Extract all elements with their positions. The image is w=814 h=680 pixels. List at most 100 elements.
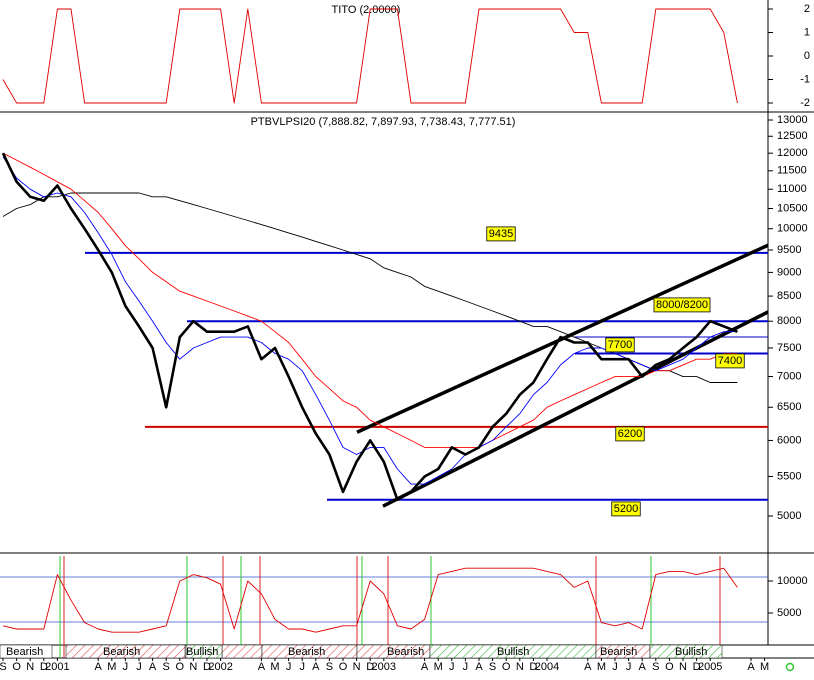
y-tick-label: 8500 [777, 290, 801, 302]
band [185, 644, 223, 659]
x-tick-label: O [665, 661, 674, 673]
x-tick-label: A [639, 661, 647, 673]
x-tick-label: J [299, 661, 305, 673]
y-tick-label: 10000 [777, 575, 808, 587]
y-tick-label: -1 [800, 73, 810, 85]
x-tick-label: S [163, 661, 170, 673]
band-label: Bearish [6, 646, 43, 658]
band-label: Bearish [600, 646, 637, 658]
y-tick-label: 1 [804, 26, 810, 38]
x-tick-label: A [747, 661, 755, 673]
x-tick-label: A [312, 661, 320, 673]
label-box [611, 501, 641, 517]
y-tick-label: 0 [804, 50, 810, 62]
series-line [2, 567, 738, 633]
band-label: Bullish [675, 646, 707, 658]
x-tick-label: J [463, 661, 469, 673]
y-tick-label: 5000 [777, 510, 801, 522]
band-label: Bearish [103, 646, 140, 658]
level-label-text: 6200 [618, 428, 642, 440]
x-tick-label: O [339, 661, 348, 673]
series-line [2, 8, 738, 104]
x-tick-label: N [679, 661, 687, 673]
x-tick-label: J [286, 661, 292, 673]
y-tick-label: 10500 [777, 202, 808, 214]
label-box [605, 337, 635, 353]
x-tick-label: A [258, 661, 266, 673]
x-tick-label: J [612, 661, 618, 673]
bands: Bearish Bearish Bullish Bearish Bearish Bulli… [0, 644, 723, 659]
y-tick-label: 10000 [777, 223, 808, 235]
x-tick-label: 2005 [698, 661, 722, 673]
label-box [715, 353, 745, 369]
x-tick-label: O [12, 661, 21, 673]
x-tick-label: M [270, 661, 279, 673]
x-tick-label: D [203, 661, 211, 673]
level-label-text: 8000/8200 [656, 299, 708, 311]
x-tick-label: A [475, 661, 483, 673]
level-label: 5200 [611, 501, 641, 517]
x-tick-label: N [516, 661, 524, 673]
x-tick-label: N [26, 661, 34, 673]
x-tick-label: J [136, 661, 142, 673]
y-tick-label: 6000 [777, 434, 801, 446]
x-tick-label: 2004 [535, 661, 559, 673]
series-line [2, 156, 738, 485]
x-tick-label: M [107, 661, 116, 673]
y-tick-label: -2 [800, 97, 810, 109]
label-box [615, 426, 645, 442]
chart-title: TITO (2.0000) [332, 4, 401, 16]
level-label: 9435 [486, 226, 516, 242]
x-tick-label: A [421, 661, 429, 673]
series-line [2, 152, 738, 448]
x-tick-label: S [652, 661, 659, 673]
y-tick-label: 9000 [777, 266, 801, 278]
band [649, 644, 723, 659]
level-label-text: 5200 [614, 503, 638, 515]
band [0, 644, 53, 659]
y-tick-label: 12000 [777, 147, 808, 159]
label-box [486, 226, 516, 242]
x-tick-label: D [693, 661, 701, 673]
x-tick-label: A [95, 661, 103, 673]
x-tick-label: J [123, 661, 129, 673]
x-tick-label: S [326, 661, 333, 673]
y-tick-label: 8000 [777, 315, 801, 327]
band-label: Bullish [497, 646, 529, 658]
level-label: 7400 [715, 353, 745, 369]
y-tick-label: 11000 [777, 183, 807, 195]
x-tick-label: M [434, 661, 443, 673]
x-tick-label: S [0, 661, 7, 673]
x-tick-label: M [760, 661, 769, 673]
band-label: Bullish [186, 646, 218, 658]
x-tick-label: D [366, 661, 374, 673]
status-icon [785, 662, 795, 672]
y-tick-label: 5500 [777, 470, 801, 482]
trend-line [382, 310, 769, 508]
level-label: 8000/8200 [653, 297, 711, 313]
x-tick-label: A [149, 661, 157, 673]
y-tick-label: 7500 [777, 342, 801, 354]
y-tick-label: 6500 [777, 401, 801, 413]
band-label: Bearish [387, 646, 424, 658]
y-tick-label: 2 [804, 3, 810, 15]
label-box [653, 297, 711, 313]
y-tick-label: 13000 [777, 114, 808, 126]
x-tick-label: S [489, 661, 496, 673]
series-line [1, 152, 738, 501]
band-label: Bearish [288, 646, 325, 658]
chart-title: PTBVLPSI20 (7,888.82, 7,897.93, 7,738.43… [251, 116, 516, 128]
x-tick-label: O [502, 661, 511, 673]
level-label-text: 7400 [718, 355, 742, 367]
x-tick-label: O [176, 661, 185, 673]
x-tick-label: 2001 [45, 661, 69, 673]
x-tick-label: 2003 [372, 661, 396, 673]
x-tick-label: 2002 [208, 661, 232, 673]
level-label: 7700 [605, 337, 635, 353]
x-tick-label: D [40, 661, 48, 673]
x-tick-label: N [189, 661, 197, 673]
level-label: 6200 [615, 426, 645, 442]
x-tick-label: M [597, 661, 606, 673]
y-tick-label: 9500 [777, 244, 801, 256]
